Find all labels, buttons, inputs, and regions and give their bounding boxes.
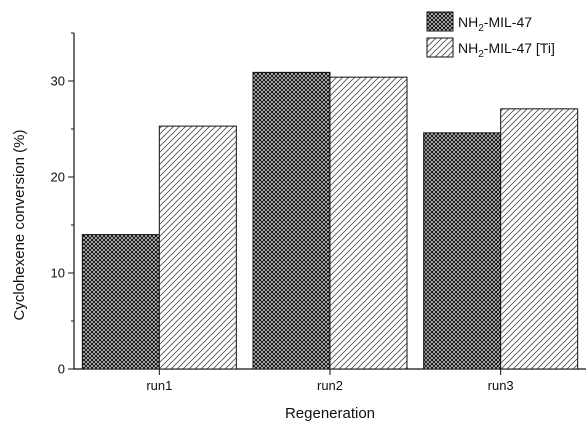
bar-series1-run2 (252, 71, 331, 370)
y-tick-label: 0 (58, 362, 65, 377)
y-tick-label: 20 (51, 170, 65, 185)
x-tick-label-run1: run1 (146, 378, 172, 393)
bar-series2-run1 (158, 125, 237, 370)
x-tick-label-run2: run2 (317, 378, 343, 393)
legend-swatch-series-2 (426, 37, 454, 58)
x-axis-title: Regeneration (285, 405, 375, 422)
legend: NH2-MIL-47 NH2-MIL-47 [Ti] (426, 11, 555, 60)
legend-item-series-1: NH2-MIL-47 (426, 11, 532, 34)
bars (81, 71, 579, 370)
legend-label-series-2: NH2-MIL-47 [Ti] (458, 40, 555, 60)
y-axis-title: Cyclohexene conversion (%) (11, 130, 28, 321)
bar-series2-run2 (329, 76, 408, 370)
bar-series2-run3 (500, 108, 579, 370)
legend-item-series-2: NH2-MIL-47 [Ti] (426, 37, 555, 60)
x-tick-label-run3: run3 (488, 378, 514, 393)
tick-labels: 0 10 20 30 run1 run2 run3 (51, 74, 514, 394)
bar-series1-run1 (81, 234, 160, 370)
y-tick-label: 10 (51, 266, 65, 281)
bar-series1-run3 (423, 132, 502, 370)
y-tick-label: 30 (51, 74, 65, 89)
legend-label-series-1: NH2-MIL-47 (458, 14, 532, 34)
legend-swatch-series-1 (426, 11, 454, 32)
